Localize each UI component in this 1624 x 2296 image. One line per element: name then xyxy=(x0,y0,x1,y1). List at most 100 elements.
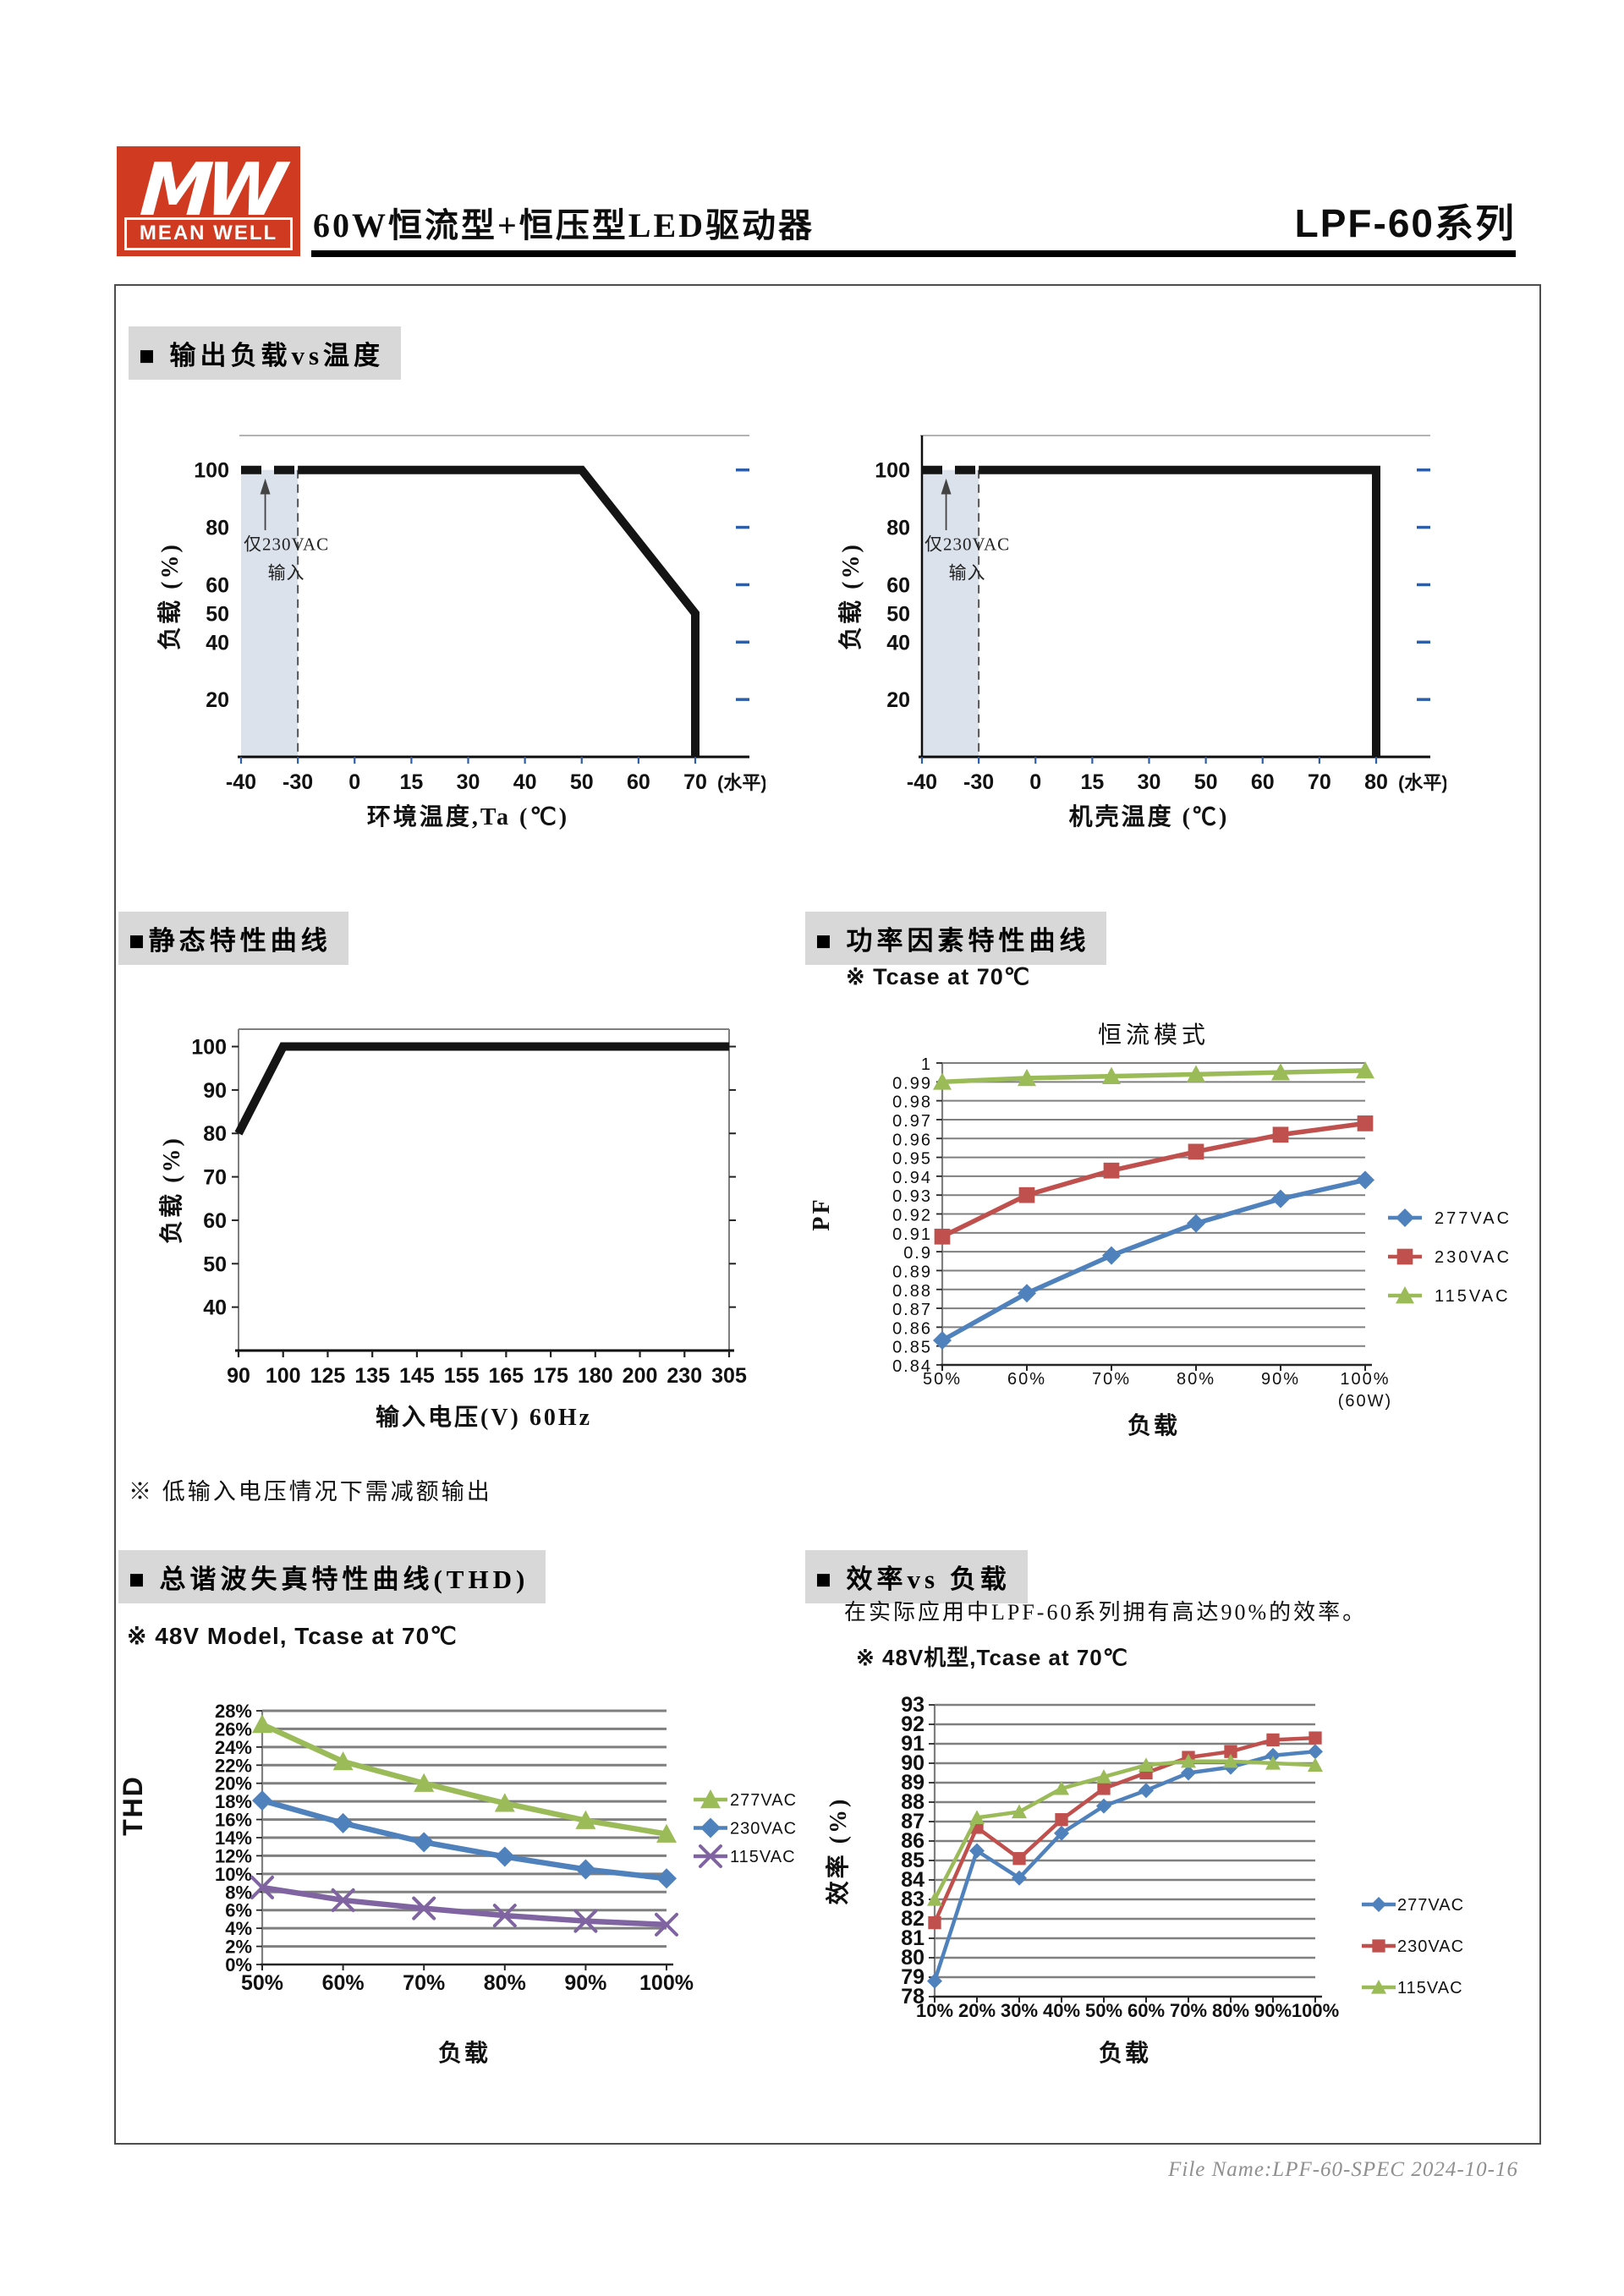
svg-text:277VAC: 277VAC xyxy=(1397,1896,1464,1915)
meanwell-logo: MW MEAN WELL xyxy=(117,146,300,256)
section-title-static: ■静态特性曲线 xyxy=(118,912,348,965)
svg-text:PF: PF xyxy=(809,1197,835,1230)
svg-text:50%: 50% xyxy=(241,1971,283,1995)
svg-text:20%: 20% xyxy=(215,1773,252,1795)
svg-text:90%: 90% xyxy=(1261,1370,1300,1389)
svg-text:80: 80 xyxy=(1364,770,1388,794)
svg-text:100: 100 xyxy=(875,459,910,483)
svg-text:0.94: 0.94 xyxy=(892,1169,932,1187)
svg-text:30: 30 xyxy=(1138,770,1161,794)
svg-text:80%: 80% xyxy=(484,1971,526,1995)
svg-text:80: 80 xyxy=(886,517,910,540)
svg-text:115VAC: 115VAC xyxy=(730,1848,796,1866)
svg-text:0.88: 0.88 xyxy=(892,1282,932,1301)
svg-text:12%: 12% xyxy=(215,1845,252,1866)
svg-text:93: 93 xyxy=(901,1693,924,1717)
svg-text:机壳温度 (℃): 机壳温度 (℃) xyxy=(1069,803,1230,830)
ambient-derating-chart: -40 -30 0 15 30 40 50 60 70 (水平) 20 40 50 60 80 100 仅230… xyxy=(156,435,765,830)
svg-text:277VAC: 277VAC xyxy=(1435,1209,1512,1228)
svg-text:91: 91 xyxy=(901,1732,924,1756)
svg-text:135: 135 xyxy=(354,1364,390,1388)
svg-text:50%: 50% xyxy=(1085,2000,1122,2021)
svg-text:THD: THD xyxy=(118,1775,148,1836)
svg-text:负载 (%): 负载 (%) xyxy=(837,542,864,650)
svg-text:86: 86 xyxy=(901,1829,924,1853)
svg-text:0.84: 0.84 xyxy=(892,1357,932,1376)
svg-text:180: 180 xyxy=(578,1364,613,1388)
svg-text:80: 80 xyxy=(901,1946,924,1970)
svg-text:2%: 2% xyxy=(225,1937,252,1958)
section-title-pf: ■ 功率因素特性曲线 xyxy=(805,912,1107,965)
svg-text:0.89: 0.89 xyxy=(892,1263,932,1281)
svg-text:20%: 20% xyxy=(958,2000,996,2021)
svg-text:100%: 100% xyxy=(639,1971,694,1995)
svg-text:26%: 26% xyxy=(215,1718,252,1740)
svg-text:60%: 60% xyxy=(1007,1370,1046,1389)
svg-text:0.87: 0.87 xyxy=(892,1301,932,1319)
svg-text:40: 40 xyxy=(203,1296,227,1320)
svg-text:8%: 8% xyxy=(225,1882,252,1903)
svg-text:负载 (%): 负载 (%) xyxy=(156,542,184,650)
svg-text:60: 60 xyxy=(886,573,910,597)
svg-text:40: 40 xyxy=(206,631,229,655)
svg-text:50: 50 xyxy=(570,770,594,794)
svg-text:0.93: 0.93 xyxy=(892,1187,932,1206)
case-derating-chart: -40 -30 0 15 30 50 60 70 80 (水平) 20 40 50 60 80 100 仅230… xyxy=(837,435,1446,830)
svg-text:负载: 负载 xyxy=(1127,1412,1180,1439)
svg-text:60%: 60% xyxy=(322,1971,365,1995)
svg-text:60: 60 xyxy=(203,1209,227,1233)
svg-text:90%: 90% xyxy=(564,1971,606,1995)
title-underline xyxy=(311,250,1516,257)
svg-text:82: 82 xyxy=(901,1907,924,1931)
svg-text:79: 79 xyxy=(901,1965,924,1989)
svg-text:100: 100 xyxy=(266,1364,301,1388)
svg-text:277VAC: 277VAC xyxy=(730,1791,797,1810)
svg-text:负载: 负载 xyxy=(438,2040,491,2067)
power-factor-chart: 50% 60% 70% 80% 90% 100%0.840.850.860.870.880… xyxy=(809,1022,1512,1439)
svg-text:0: 0 xyxy=(1029,770,1041,794)
svg-text:6%: 6% xyxy=(225,1900,252,1921)
svg-text:-30: -30 xyxy=(283,770,313,794)
svg-text:环境温度,Ta (℃): 环境温度,Ta (℃) xyxy=(367,803,569,830)
svg-text:70%: 70% xyxy=(1092,1370,1131,1389)
section-title-thd: ■ 总谐波失真特性曲线(THD) xyxy=(118,1550,546,1603)
svg-text:(60W): (60W) xyxy=(1338,1392,1392,1411)
svg-text:230: 230 xyxy=(667,1364,702,1388)
svg-text:30%: 30% xyxy=(1001,2000,1038,2021)
svg-text:90: 90 xyxy=(227,1364,250,1388)
svg-text:16%: 16% xyxy=(215,1810,252,1831)
page-title: 60W恒流型+恒压型LED驱动器 xyxy=(313,206,815,244)
svg-text:50: 50 xyxy=(886,602,910,626)
svg-text:18%: 18% xyxy=(215,1791,252,1812)
svg-text:50: 50 xyxy=(1194,770,1218,794)
svg-text:40: 40 xyxy=(513,770,537,794)
eff-desc: 在实际应用中LPF-60系列拥有高达90%的效率。 xyxy=(844,1600,1368,1625)
svg-text:40%: 40% xyxy=(1043,2000,1080,2021)
svg-text:90: 90 xyxy=(203,1079,227,1103)
svg-text:负载: 负载 xyxy=(1099,2040,1151,2067)
section-title-eff: ■ 效率vs 负载 xyxy=(805,1550,1028,1603)
svg-text:84: 84 xyxy=(901,1868,924,1892)
svg-text:效率 (%): 效率 (%) xyxy=(824,1797,852,1905)
svg-text:89: 89 xyxy=(901,1771,924,1795)
file-info: File Name:LPF-60-SPEC 2024-10-16 xyxy=(1168,2158,1518,2181)
logo-meanwell-text: MEAN WELL xyxy=(124,217,293,250)
svg-text:70: 70 xyxy=(683,770,707,794)
svg-text:10%: 10% xyxy=(916,2000,953,2021)
svg-text:125: 125 xyxy=(310,1364,346,1388)
svg-text:90%: 90% xyxy=(1254,2000,1292,2021)
eff-note: ※ 48V机型,Tcase at 70℃ xyxy=(856,1645,1128,1670)
svg-text:负载 (%): 负载 (%) xyxy=(158,1136,185,1244)
svg-text:145: 145 xyxy=(399,1364,435,1388)
svg-text:15: 15 xyxy=(399,770,423,794)
svg-text:0.92: 0.92 xyxy=(892,1207,932,1225)
svg-text:20: 20 xyxy=(206,688,229,712)
svg-text:78: 78 xyxy=(901,1985,924,2008)
svg-text:0.97: 0.97 xyxy=(892,1112,932,1131)
svg-text:70: 70 xyxy=(1308,770,1331,794)
svg-text:115VAC: 115VAC xyxy=(1435,1287,1511,1306)
svg-text:60: 60 xyxy=(206,573,229,597)
svg-text:155: 155 xyxy=(444,1364,480,1388)
svg-text:80%: 80% xyxy=(1177,1370,1215,1389)
